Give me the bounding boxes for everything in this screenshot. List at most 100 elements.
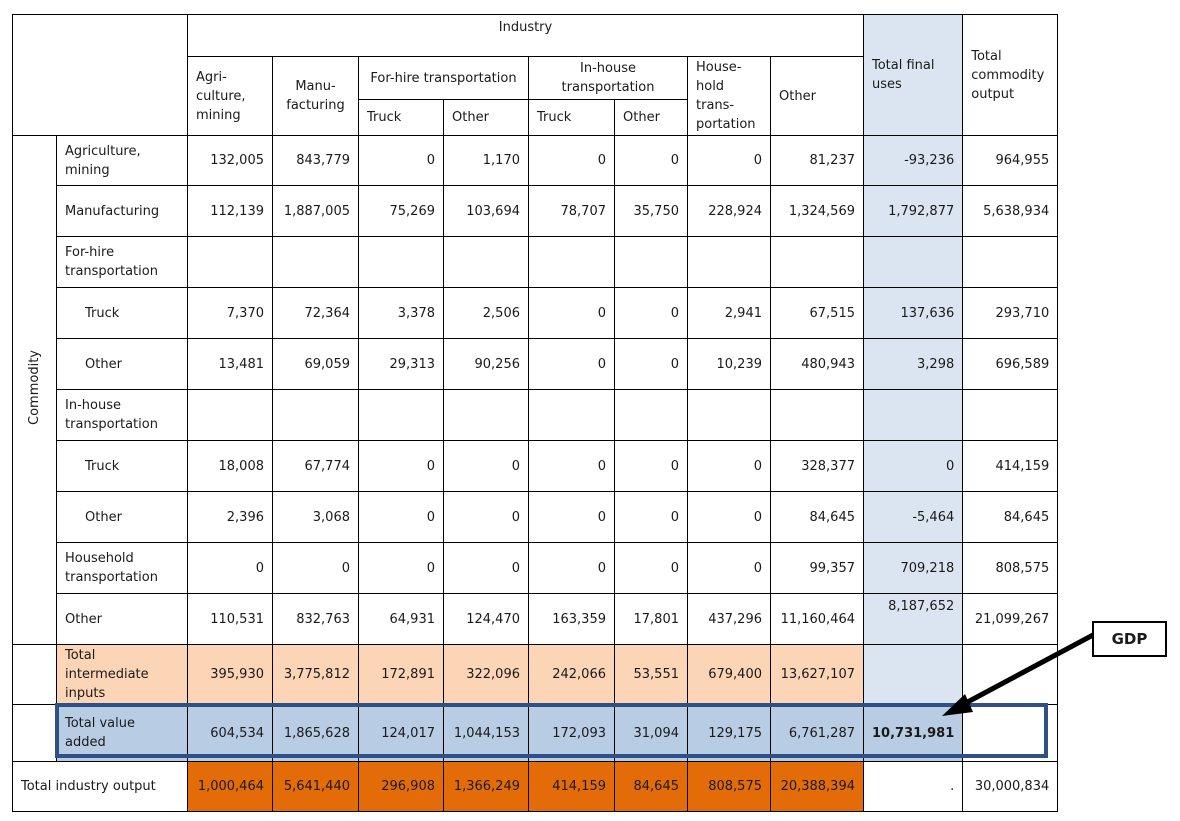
industry-output-total: 30,000,834 <box>962 761 1059 812</box>
row-label: Other <box>56 593 188 645</box>
final-uses-cell: 137,636 <box>862 287 964 339</box>
intermediate-value: 3,775,812 <box>272 644 359 705</box>
value-cell: 0 <box>358 491 444 543</box>
industry-output-value: 808,575 <box>687 761 771 812</box>
value-cell: 0 <box>187 542 273 594</box>
value-cell: 0 <box>614 542 688 594</box>
value-cell: 0 <box>443 542 529 594</box>
value-cell: 0 <box>614 287 688 339</box>
final-uses-cell: 3,298 <box>862 338 964 390</box>
value-added-label: Total value added <box>56 704 188 762</box>
intermediate-inputs-row: Total intermediate inputs 395,930 3,775,81… <box>12 644 1059 705</box>
value-cell: 103,694 <box>443 185 529 237</box>
col-for-hire-transportation: For-hire transportation <box>358 56 529 100</box>
final-uses-cell: 8,187,652 <box>862 593 964 645</box>
commodity-output-cell: 84,645 <box>962 491 1059 543</box>
value-cell: 832,763 <box>272 593 359 645</box>
value-cell: 110,531 <box>187 593 273 645</box>
total-final-uses-header: Total final uses <box>862 14 964 136</box>
final-uses-cell: 1,792,877 <box>862 185 964 237</box>
value-cell <box>358 389 444 441</box>
value-cell: 2,941 <box>687 287 771 339</box>
value-cell: 67,774 <box>272 440 359 492</box>
value-cell <box>614 236 688 288</box>
value-added-output-blank <box>962 704 1059 762</box>
value-cell <box>187 236 273 288</box>
value-cell: 0 <box>358 440 444 492</box>
commodity-output-cell: 293,710 <box>962 287 1059 339</box>
commodity-output-cell: 808,575 <box>962 542 1059 594</box>
value-cell: 75,269 <box>358 185 444 237</box>
intermediate-value: 53,551 <box>614 644 688 705</box>
value-cell: 90,256 <box>443 338 529 390</box>
value-cell: 78,707 <box>528 185 615 237</box>
intermediate-final-blank <box>862 644 964 705</box>
corner-cell <box>12 14 188 136</box>
value-cell: 81,237 <box>770 135 864 186</box>
value-cell: 2,506 <box>443 287 529 339</box>
value-added-value: 1,044,153 <box>443 704 529 762</box>
value-added-value: 31,094 <box>614 704 688 762</box>
row-label: In-house transportation <box>56 389 188 441</box>
value-cell <box>272 389 359 441</box>
intermediate-value: 679,400 <box>687 644 771 705</box>
commodity-label: Commodity <box>27 349 42 425</box>
value-cell: 0 <box>614 491 688 543</box>
value-added-value: 6,761,287 <box>770 704 864 762</box>
value-cell: 0 <box>687 135 771 186</box>
industry-output-value: 1,366,249 <box>443 761 529 812</box>
value-cell: 112,139 <box>187 185 273 237</box>
intermediate-value: 13,627,107 <box>770 644 864 705</box>
value-cell: 124,470 <box>443 593 529 645</box>
commodity-output-cell <box>962 236 1059 288</box>
value-cell: 0 <box>443 491 529 543</box>
industry-output-row: Total industry output 1,000,464 5,641,440 2… <box>12 761 1059 812</box>
subcol-for-hire-truck: Truck <box>358 99 444 136</box>
commodity-row: For-hire transportation <box>13 236 1059 288</box>
intermediate-output-blank <box>962 644 1059 705</box>
value-cell <box>358 236 444 288</box>
value-cell <box>528 389 615 441</box>
row-label: Manufacturing <box>56 185 188 237</box>
col-in-house-transportation: In-house transportation <box>528 56 688 100</box>
value-cell: 2,396 <box>187 491 273 543</box>
value-cell: 17,801 <box>614 593 688 645</box>
value-cell: 163,359 <box>528 593 615 645</box>
value-cell: 72,364 <box>272 287 359 339</box>
industry-header: Industry <box>187 14 864 57</box>
row-label: Other <box>56 491 188 543</box>
intermediate-value: 172,891 <box>358 644 444 705</box>
commodity-row: Manufacturing 112,139 1,887,005 75,269 103,6… <box>13 185 1059 237</box>
intermediate-value: 395,930 <box>187 644 273 705</box>
commodity-output-cell: 21,099,267 <box>962 593 1059 645</box>
value-cell <box>687 389 771 441</box>
value-cell <box>770 389 864 441</box>
value-cell: 84,645 <box>770 491 864 543</box>
value-cell: 11,160,464 <box>770 593 864 645</box>
value-added-row: Total value added 604,534 1,865,628 124,017… <box>12 704 1059 762</box>
value-cell: 0 <box>528 338 615 390</box>
industry-output-final: . <box>862 761 964 812</box>
header-row-1: Industry Total final uses Total commodit… <box>12 14 1059 136</box>
value-cell: 0 <box>528 287 615 339</box>
value-cell: 0 <box>614 135 688 186</box>
value-added-value: 129,175 <box>687 704 771 762</box>
value-cell: 0 <box>687 491 771 543</box>
value-cell: 0 <box>528 542 615 594</box>
commodity-row: Truck 18,008 67,774 0 0 0 0 0 328,377 0 414,159 <box>13 440 1059 492</box>
value-cell <box>770 236 864 288</box>
value-cell: 18,008 <box>187 440 273 492</box>
value-cell: 843,779 <box>272 135 359 186</box>
value-added-value: 124,017 <box>358 704 444 762</box>
value-cell <box>443 236 529 288</box>
value-cell: 480,943 <box>770 338 864 390</box>
row-label: Other <box>56 338 188 390</box>
value-cell: 228,924 <box>687 185 771 237</box>
col-manufacturing: Manu- facturing <box>272 56 359 136</box>
value-cell: 0 <box>272 542 359 594</box>
value-cell: 0 <box>358 542 444 594</box>
col-other-industry: Other <box>770 56 864 136</box>
input-output-table: Industry Total final uses Total commodit… <box>12 14 1059 812</box>
subcol-in-house-other: Other <box>614 99 688 136</box>
commodity-axis-cell: Commodity <box>12 135 57 645</box>
